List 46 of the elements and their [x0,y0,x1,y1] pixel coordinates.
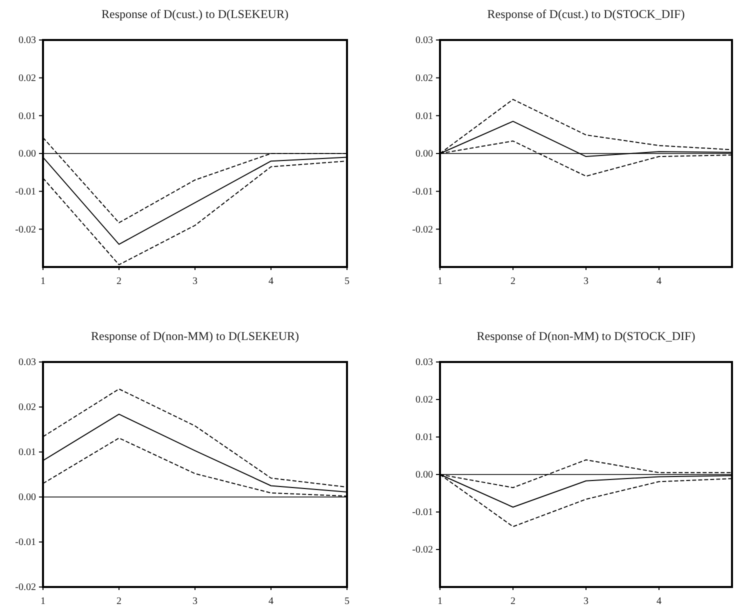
y-tick-label: 0.02 [416,73,433,84]
y-tick-label: 0.00 [416,470,433,481]
x-tick-label: 3 [584,276,588,287]
y-tick-label: -0.01 [412,507,433,518]
chart-title: Response of D(non-MM) to D(LSEKEUR) [91,329,299,343]
y-tick-label: -0.01 [15,186,36,198]
x-tick-label: 3 [192,276,198,287]
y-tick-label: -0.01 [15,537,36,548]
y-tick-label: 0.00 [18,148,36,160]
y-tick-label: 0.02 [18,402,36,414]
x-tick-label: 2 [510,596,516,607]
y-tick-label: -0.02 [412,544,433,556]
x-tick-label: 3 [584,596,588,607]
x-tick-label: 2 [116,276,122,287]
y-tick-label: -0.02 [412,224,433,236]
y-tick-label: 0.01 [18,447,36,458]
y-tick-label: 0.01 [18,110,36,122]
y-tick-label: 0.03 [18,357,36,368]
y-tick-label: 0.02 [18,73,36,84]
y-tick-label: 0.01 [416,110,433,122]
y-tick-label: 0.02 [416,394,433,406]
y-tick-label: 0.00 [416,148,433,160]
chart-title: Response of D(non-MM) to D(STOCK_DIF) [476,329,696,343]
x-tick-label: 1 [40,276,46,287]
y-tick-label: 0.00 [18,492,36,504]
x-tick-label: 3 [192,596,198,607]
chart-title: Response of D(cust.) to D(STOCK_DIF) [487,7,685,21]
x-tick-label: 1 [438,276,442,287]
x-tick-label: 4 [656,276,662,287]
x-tick-label: 2 [510,276,516,287]
y-tick-label: 0.03 [18,35,36,46]
y-tick-label: -0.02 [15,224,36,236]
x-tick-label: 4 [656,596,662,607]
x-tick-label: 4 [268,276,274,287]
y-tick-label: 0.01 [416,432,433,444]
x-tick-label: 1 [40,596,46,607]
chart-title: Response of D(cust.) to D(LSEKEUR) [102,7,288,21]
y-tick-label: -0.01 [412,186,433,198]
x-tick-label: 4 [268,596,274,607]
x-tick-label: 2 [116,596,122,607]
y-tick-label: 0.03 [416,357,433,368]
x-tick-label: 1 [438,596,442,607]
y-tick-label: 0.03 [416,35,433,46]
y-tick-label: -0.02 [15,582,36,594]
x-tick-label: 5 [344,596,350,607]
x-tick-label: 5 [344,276,350,287]
